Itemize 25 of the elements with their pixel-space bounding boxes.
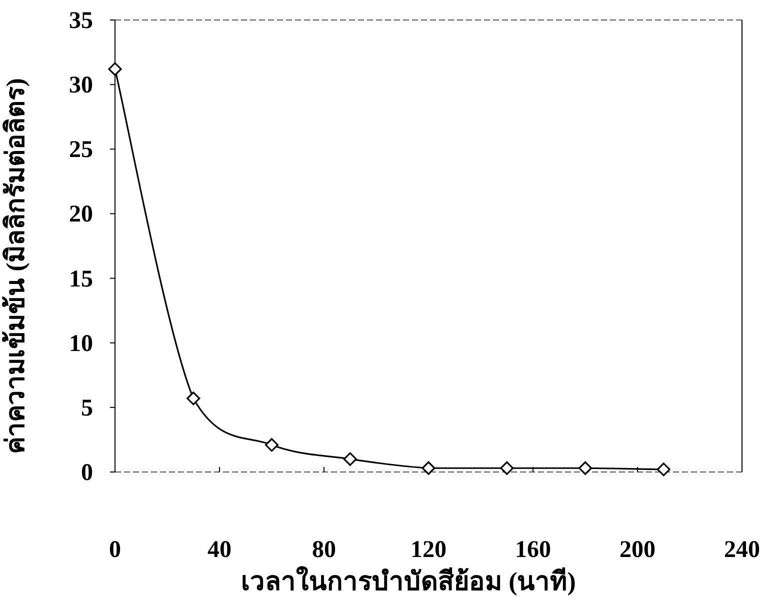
point [343,452,357,466]
x-tick-label: 200 [620,537,656,563]
x-tick-label: 120 [410,537,446,563]
y-tick-label: 20 [69,202,93,228]
y-tick-label: 30 [69,72,93,99]
y-tick-label: 15 [69,266,93,292]
y-tick-label: 35 [69,8,93,34]
point [656,462,670,476]
x-tick-label: 0 [109,537,121,563]
y-tick-label: 10 [69,330,93,357]
x-axis-title: เวลาในการบำบัดสีย้อม (นาที) [241,566,576,596]
point [500,461,514,475]
point [422,461,436,475]
x-tick-label: 80 [312,537,336,563]
y-tick-label: 5 [81,395,93,422]
point [264,438,279,452]
y-axis-title: ค่าความเข้มข้น (มิลลิกรัมต่อลิตร) [1,78,30,454]
x-tick-label: 160 [515,537,551,563]
y-tick-label: 25 [69,137,93,164]
point [108,62,122,76]
y-tick-label: 0 [81,460,93,486]
point [578,461,592,475]
x-tick-label: 40 [208,537,232,563]
x-tick-label: 240 [724,537,760,563]
point [186,392,200,406]
